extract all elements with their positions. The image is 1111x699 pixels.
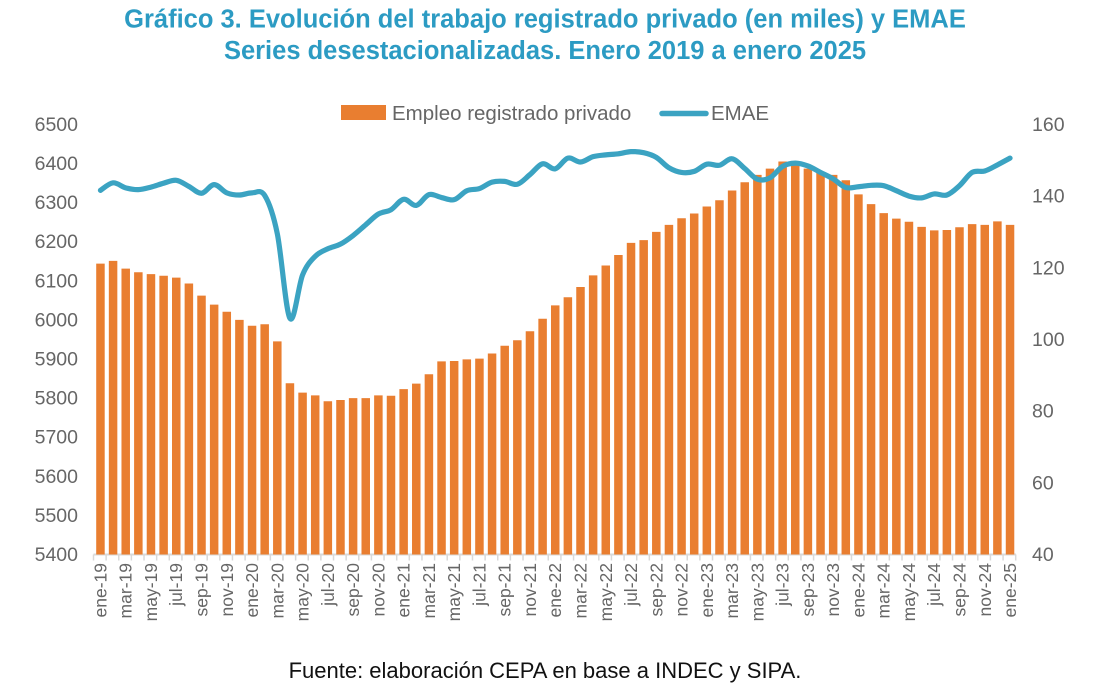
svg-text:ene-23: ene-23 bbox=[697, 563, 717, 618]
svg-text:nov-21: nov-21 bbox=[520, 563, 540, 617]
svg-text:Empleo registrado privado: Empleo registrado privado bbox=[392, 102, 631, 125]
svg-text:mar-23: mar-23 bbox=[722, 563, 742, 618]
svg-text:nov-22: nov-22 bbox=[672, 563, 692, 617]
svg-text:sep-21: sep-21 bbox=[495, 563, 515, 617]
svg-text:nov-20: nov-20 bbox=[368, 563, 388, 617]
svg-text:sep-23: sep-23 bbox=[798, 563, 818, 617]
svg-text:nov-24: nov-24 bbox=[975, 563, 995, 617]
svg-text:ene-25: ene-25 bbox=[1000, 563, 1020, 618]
svg-text:Fuente: elaboración CEPA en ba: Fuente: elaboración CEPA en base a INDEC… bbox=[289, 658, 802, 683]
svg-text:jul-20: jul-20 bbox=[318, 563, 338, 607]
svg-text:sep-20: sep-20 bbox=[343, 563, 363, 617]
svg-text:5800: 5800 bbox=[35, 388, 79, 410]
svg-text:mar-24: mar-24 bbox=[874, 563, 894, 619]
svg-text:160: 160 bbox=[1032, 114, 1065, 136]
svg-text:5500: 5500 bbox=[35, 505, 79, 527]
svg-text:nov-19: nov-19 bbox=[217, 563, 237, 617]
svg-text:ene-24: ene-24 bbox=[848, 563, 868, 618]
svg-text:60: 60 bbox=[1032, 472, 1054, 494]
svg-text:mar-20: mar-20 bbox=[267, 563, 287, 619]
svg-text:80: 80 bbox=[1032, 401, 1054, 423]
svg-text:6300: 6300 bbox=[35, 192, 79, 214]
svg-text:may-20: may-20 bbox=[293, 563, 313, 622]
svg-text:may-22: may-22 bbox=[596, 563, 616, 621]
svg-text:5400: 5400 bbox=[35, 544, 79, 566]
svg-text:jul-23: jul-23 bbox=[773, 563, 793, 607]
svg-text:ene-21: ene-21 bbox=[394, 563, 414, 618]
svg-text:6200: 6200 bbox=[35, 231, 79, 253]
svg-text:140: 140 bbox=[1032, 186, 1065, 208]
svg-text:may-21: may-21 bbox=[444, 563, 464, 621]
svg-text:jul-19: jul-19 bbox=[166, 563, 186, 607]
svg-text:ene-19: ene-19 bbox=[91, 563, 111, 618]
svg-text:sep-19: sep-19 bbox=[192, 563, 212, 617]
svg-text:5700: 5700 bbox=[35, 427, 79, 449]
svg-text:6100: 6100 bbox=[35, 270, 79, 292]
svg-text:EMAE: EMAE bbox=[711, 102, 769, 125]
svg-text:mar-19: mar-19 bbox=[116, 563, 136, 618]
svg-text:ene-22: ene-22 bbox=[545, 563, 565, 618]
svg-text:mar-21: mar-21 bbox=[419, 563, 439, 618]
svg-text:ene-20: ene-20 bbox=[242, 563, 262, 618]
svg-text:jul-22: jul-22 bbox=[621, 563, 641, 607]
svg-text:5900: 5900 bbox=[35, 349, 79, 371]
svg-text:may-23: may-23 bbox=[747, 563, 767, 621]
svg-text:jul-24: jul-24 bbox=[924, 563, 944, 607]
svg-text:Series desestacionalizadas. En: Series desestacionalizadas. Enero 2019 a… bbox=[224, 37, 866, 65]
svg-text:5600: 5600 bbox=[35, 466, 79, 488]
svg-text:6400: 6400 bbox=[35, 153, 79, 175]
svg-text:sep-24: sep-24 bbox=[950, 563, 970, 617]
svg-text:jul-21: jul-21 bbox=[469, 563, 489, 607]
svg-text:nov-23: nov-23 bbox=[823, 563, 843, 617]
svg-text:may-19: may-19 bbox=[141, 563, 161, 621]
svg-text:100: 100 bbox=[1032, 329, 1065, 351]
svg-text:Gráfico 3. Evolución del traba: Gráfico 3. Evolución del trabajo registr… bbox=[124, 6, 966, 34]
svg-text:mar-22: mar-22 bbox=[571, 563, 591, 618]
svg-text:6500: 6500 bbox=[35, 114, 79, 136]
svg-text:40: 40 bbox=[1032, 544, 1054, 566]
svg-text:6000: 6000 bbox=[35, 309, 79, 331]
svg-text:120: 120 bbox=[1032, 257, 1065, 279]
svg-text:may-24: may-24 bbox=[899, 563, 919, 622]
svg-text:sep-22: sep-22 bbox=[646, 563, 666, 617]
